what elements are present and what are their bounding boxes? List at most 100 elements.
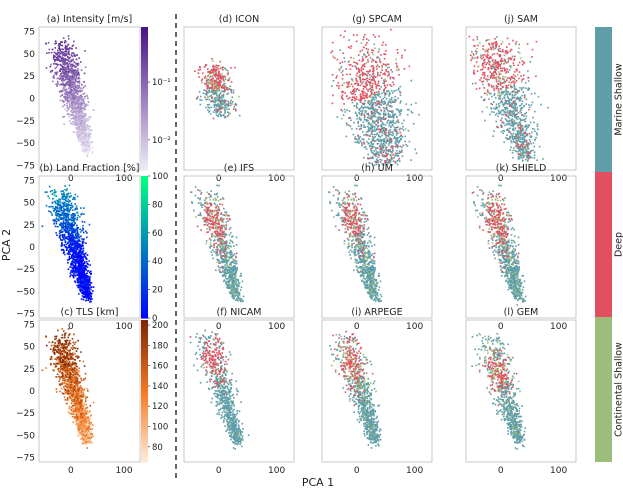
scatter-point xyxy=(71,77,74,80)
colorbar-swatch xyxy=(141,77,148,82)
scatter-point xyxy=(76,247,79,249)
scatter-point xyxy=(68,334,70,336)
scatter-point xyxy=(79,410,81,413)
scatter-point xyxy=(77,339,79,342)
scatter-point xyxy=(197,96,199,98)
scatter-point xyxy=(75,403,77,406)
scatter-point xyxy=(87,437,90,439)
scatter-point xyxy=(59,201,62,204)
scatter-point xyxy=(81,96,83,99)
scatter-point xyxy=(71,108,74,111)
scatter-point xyxy=(70,60,73,63)
scatter-point xyxy=(53,194,56,196)
scatter-point xyxy=(73,77,75,79)
scatter-point xyxy=(75,244,77,247)
scatter-point xyxy=(77,105,80,108)
scatter-point xyxy=(89,135,91,137)
scatter-point xyxy=(66,259,69,261)
scatter-point xyxy=(72,405,74,407)
scatter-point xyxy=(75,124,77,127)
scatter-point xyxy=(68,99,70,102)
scatter-point xyxy=(68,47,70,50)
scatter-point xyxy=(90,286,93,289)
scatter-point xyxy=(61,233,64,236)
scatter-point xyxy=(82,103,84,105)
scatter-point xyxy=(58,383,61,385)
scatter-point xyxy=(213,105,216,107)
colorbar-swatch xyxy=(141,310,148,316)
scatter-point xyxy=(71,263,74,266)
panel-title-a: (a) Intensity [m/s] xyxy=(47,14,132,25)
scatter-point xyxy=(61,198,64,200)
scatter-point xyxy=(65,53,67,55)
scatter-point xyxy=(76,62,78,65)
colorbar-swatch xyxy=(141,119,148,125)
scatter-point xyxy=(79,285,81,287)
scatter-point xyxy=(54,67,57,70)
scatter-point xyxy=(67,388,70,391)
scatter-point xyxy=(70,111,73,113)
scatter-point xyxy=(85,120,88,123)
scatter-point xyxy=(223,116,226,119)
scatter-point xyxy=(67,96,70,98)
scatter-point xyxy=(76,216,79,219)
scatter-point xyxy=(87,270,90,272)
scatter-point xyxy=(65,231,68,233)
scatter-point xyxy=(52,348,55,351)
scatter-point xyxy=(73,343,76,345)
scatter-point xyxy=(68,237,71,240)
scatter-point xyxy=(70,261,73,264)
scatter-point xyxy=(81,149,84,152)
scatter-point xyxy=(84,66,87,68)
scatter-point xyxy=(70,71,73,74)
scatter-point xyxy=(61,236,64,239)
scatter-point xyxy=(72,196,75,199)
scatter-point xyxy=(86,140,89,142)
scatter-point xyxy=(79,118,81,121)
scatter-point xyxy=(215,114,218,117)
scatter-point xyxy=(62,365,65,368)
scatter-point xyxy=(67,387,69,389)
scatter-point xyxy=(72,58,74,61)
colorbar-swatch xyxy=(141,394,148,399)
scatter-point xyxy=(60,346,63,349)
scatter-point xyxy=(61,239,63,241)
scatter-point xyxy=(67,261,69,264)
scatter-point xyxy=(86,272,88,274)
scatter-point xyxy=(60,64,63,67)
scatter-point xyxy=(64,332,66,335)
scatter-point xyxy=(82,99,84,101)
scatter-point xyxy=(65,351,67,354)
scatter-point xyxy=(83,125,86,127)
scatter-point xyxy=(75,413,78,416)
scatter-point xyxy=(81,262,83,265)
scatter-point xyxy=(70,122,72,125)
scatter-point xyxy=(200,95,202,98)
scatter-point xyxy=(84,377,87,380)
scatter-point xyxy=(68,184,71,187)
scatter-point xyxy=(80,126,83,129)
scatter-point xyxy=(68,234,70,237)
colorbar-swatch xyxy=(141,289,148,294)
scatter-point xyxy=(74,384,76,387)
scatter-point xyxy=(70,389,72,392)
scatter-point xyxy=(65,72,67,75)
scatter-point xyxy=(222,96,225,98)
scatter-point xyxy=(84,148,86,150)
colorbar-swatch xyxy=(141,239,148,245)
scatter-point xyxy=(65,49,68,52)
scatter-point xyxy=(56,373,59,376)
scatter-point xyxy=(88,279,91,281)
scatter-point xyxy=(79,123,82,126)
scatter-point xyxy=(76,73,78,75)
scatter-point xyxy=(67,98,69,101)
scatter-point xyxy=(63,353,65,356)
scatter-point xyxy=(82,264,85,267)
colorbar-swatch xyxy=(141,225,148,230)
scatter-point xyxy=(45,367,47,369)
scatter-point xyxy=(82,431,84,434)
scatter-point xyxy=(76,260,78,263)
scatter-point xyxy=(78,100,81,103)
scatter-point xyxy=(68,87,71,90)
scatter-point xyxy=(63,195,66,197)
